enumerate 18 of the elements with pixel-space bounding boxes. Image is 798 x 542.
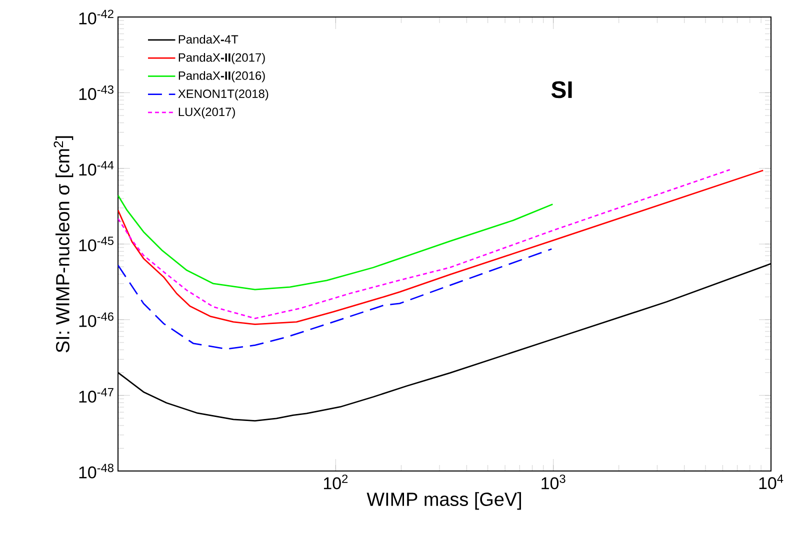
y-tick-label: 10$^{-44}$	[79, 161, 114, 176]
legend-label: PandaX-II(2017)	[178, 52, 265, 64]
x-tick-label: 10$^{4}$	[759, 474, 784, 490]
legend-label: PandaX-4T	[178, 34, 238, 44]
legend-label: XENON1T(2018)	[178, 89, 268, 100]
y-axis-title: SI: WIMP-nucleon σ [cm$^{2}$]	[54, 136, 74, 352]
annotation: SI	[551, 81, 572, 98]
y-tick-label: 10$^{-47}$	[79, 388, 114, 403]
legend-label: PandaX-II(2016)	[178, 71, 265, 82]
y-tick-label: 10$^{-48}$	[79, 464, 114, 478]
legend-label: LUX(2017)	[178, 107, 235, 118]
y-tick-label: 10$^{-45}$	[79, 236, 114, 252]
x-tick-label: 10$^{2}$	[324, 474, 348, 490]
x-axis-title: WIMP mass [GeV]	[366, 492, 521, 510]
x-tick-label: 10$^{3}$	[542, 474, 566, 490]
y-tick-label: 10$^{-42}$	[79, 10, 114, 24]
y-tick-label: 10$^{-46}$	[79, 312, 114, 328]
y-tick-label: 10$^{-43}$	[79, 85, 114, 100]
